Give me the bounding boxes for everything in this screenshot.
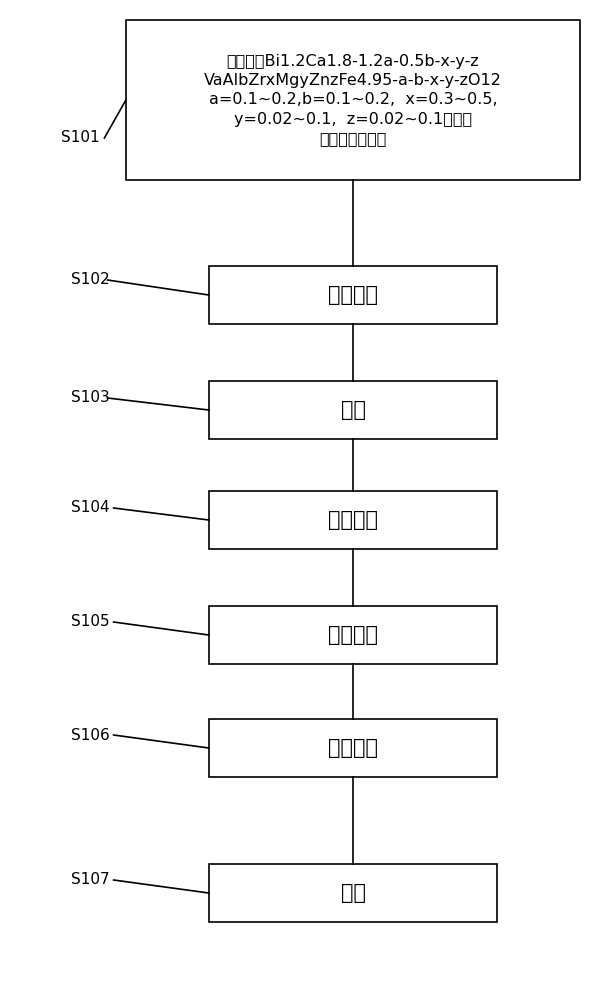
Text: 球磨磨细: 球磨磨细 — [328, 510, 378, 530]
Bar — [209, 381, 497, 439]
Bar — [209, 606, 497, 664]
Text: 预烧: 预烧 — [341, 400, 365, 420]
Text: 球磨混合: 球磨混合 — [328, 285, 378, 305]
Bar — [209, 864, 497, 922]
Text: 烧结: 烧结 — [341, 883, 365, 903]
Bar — [209, 719, 497, 777]
Text: 按分子式Bi1.2Ca1.8-1.2a-0.5b-x-y-z
VaAlbZrxMgyZnzFe4.95-a-b-x-y-zO12
a=0.1~0.2,b=0.1: 按分子式Bi1.2Ca1.8-1.2a-0.5b-x-y-z VaAlbZrxM… — [204, 54, 502, 146]
Text: S105: S105 — [71, 614, 109, 630]
Bar — [209, 491, 497, 549]
Bar — [209, 266, 497, 324]
Bar — [126, 20, 580, 180]
Text: 压制成型: 压制成型 — [328, 738, 378, 758]
Text: S104: S104 — [71, 500, 109, 516]
Text: S107: S107 — [71, 872, 109, 888]
Text: S101: S101 — [61, 130, 100, 145]
Text: S102: S102 — [71, 272, 109, 288]
Text: 喷雾造粒: 喷雾造粒 — [328, 625, 378, 645]
Text: S106: S106 — [71, 728, 109, 742]
Text: S103: S103 — [71, 390, 109, 406]
